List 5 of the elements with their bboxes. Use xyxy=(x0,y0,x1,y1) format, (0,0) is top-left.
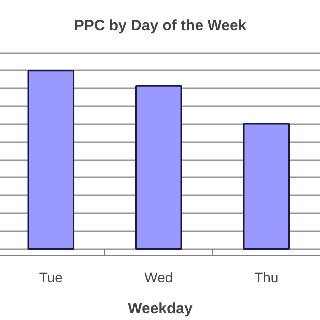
x-tick-label: Tue xyxy=(39,270,64,286)
x-tick-label: Thu xyxy=(254,270,279,286)
chart-title: PPC by Day of the Week xyxy=(74,18,248,34)
x-tick-label: Wed xyxy=(144,270,174,286)
x-axis-title: Weekday xyxy=(128,300,194,318)
